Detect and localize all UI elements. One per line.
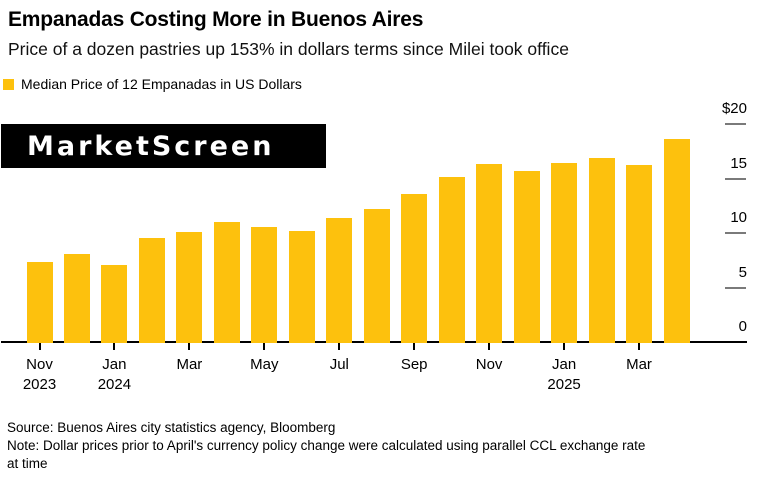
x-axis-tick (188, 343, 191, 350)
bar (288, 231, 315, 343)
x-axis-tick (38, 343, 41, 350)
y-axis-label: 15 (730, 154, 747, 172)
bar (176, 232, 203, 343)
y-axis-label: 5 (738, 263, 747, 281)
bar (138, 238, 165, 343)
y-axis-label: 0 (738, 318, 747, 335)
x-axis-month-label: Jan (552, 356, 577, 373)
y-axis-tick (725, 123, 746, 125)
bar (64, 254, 90, 343)
x-axis-tick (413, 343, 416, 350)
y-axis-tick (725, 286, 746, 289)
y-axis-tick (725, 177, 746, 180)
bar (513, 171, 540, 343)
x-axis-tick (113, 343, 116, 350)
x-axis-month-label: Jan (102, 356, 127, 373)
bar (326, 218, 353, 343)
x-axis-month-label: Mar (626, 356, 652, 373)
note-line-1: Note: Dollar prices prior to April's cur… (7, 438, 646, 453)
legend-label: Median Price of 12 Empanadas in US Dolla… (21, 76, 302, 92)
bar (251, 227, 278, 343)
bar (588, 158, 615, 343)
bar (438, 177, 465, 343)
legend: Median Price of 12 Empanadas in US Dolla… (3, 76, 302, 92)
note-line-2: at time (7, 456, 48, 471)
bar (26, 262, 53, 343)
legend-swatch-icon (3, 78, 14, 90)
source-line: Source: Buenos Aires city statistics age… (7, 420, 336, 435)
x-axis-tick (263, 343, 266, 350)
x-axis-tick (638, 343, 640, 350)
bar (401, 194, 428, 343)
y-axis-label: $20 (721, 100, 747, 117)
page-subtitle: Price of a dozen pastries up 153% in dol… (8, 39, 569, 59)
footnotes: Source: Buenos Aires city statistics age… (7, 419, 757, 473)
page-title: Empanadas Costing More in Buenos Aires (8, 8, 424, 31)
y-axis-label: 10 (730, 209, 747, 226)
bar (476, 164, 503, 343)
bar (551, 163, 578, 343)
bar (663, 139, 690, 343)
x-axis-month-label: Jul (329, 356, 349, 373)
bar (213, 222, 240, 343)
x-axis-tick (488, 343, 491, 350)
x-axis-month-label: May (250, 356, 279, 373)
bar (101, 265, 128, 343)
marketscreen-logo: MarketScreen (1, 124, 326, 168)
x-axis-year-label: 2023 (22, 376, 57, 393)
marketscreen-logo-text: MarketScreen (27, 130, 275, 162)
x-axis-year-label: 2024 (97, 376, 132, 393)
x-axis-year-label: 2025 (547, 376, 581, 393)
y-axis-tick (725, 232, 746, 234)
x-axis-month-label: Mar (176, 356, 203, 373)
x-axis-month-label: Sep (400, 356, 428, 373)
x-axis-tick (563, 343, 566, 350)
bar (363, 209, 390, 343)
x-axis-month-label: Nov (26, 356, 53, 373)
x-axis-tick (338, 343, 341, 350)
x-axis-month-label: Nov (475, 356, 503, 373)
bar (626, 165, 652, 343)
